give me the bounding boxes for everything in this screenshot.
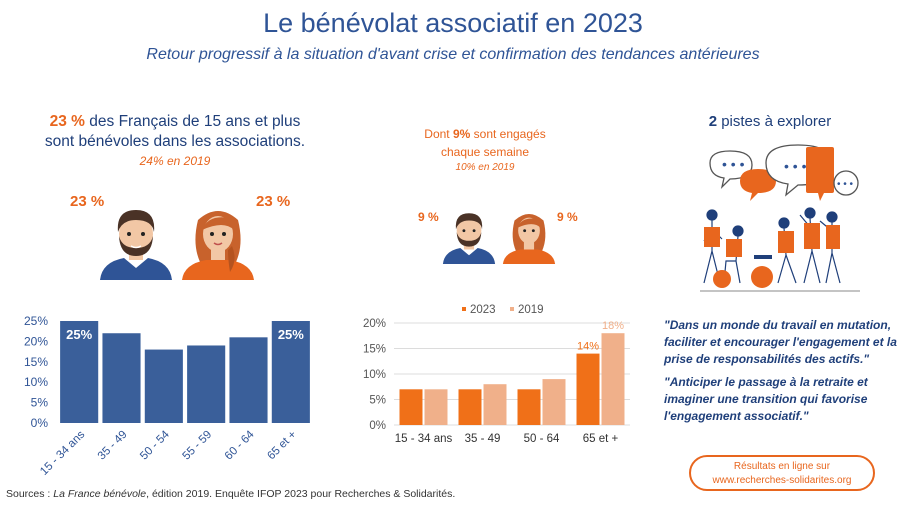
weekly-2019: 10% en 2019: [455, 162, 515, 173]
legend-swatch: [462, 307, 466, 311]
y-tick-label: 15%: [363, 344, 386, 356]
bar: [229, 337, 268, 423]
legend-label: 2019: [518, 304, 544, 316]
bar: [60, 321, 99, 423]
pistes-number: 2: [708, 113, 718, 130]
x-tick-label: 15 - 34 ans: [395, 433, 453, 445]
x-tick-label: 65 et +: [583, 433, 619, 445]
y-tick-label: 25%: [24, 314, 48, 328]
weekly-headline: Dont 9% sont engagés chaque semaine: [385, 125, 585, 161]
bar: [399, 389, 423, 425]
results-line1: Résultats en ligne sur: [733, 461, 831, 472]
speech-bubbles-illustration: • • • • • • • • •: [700, 144, 860, 292]
results-url[interactable]: www.recherches-solidarites.org: [712, 475, 852, 486]
man-small-avatar-icon: [442, 213, 496, 264]
y-tick-label: 20%: [24, 334, 48, 348]
headline-pct: 23 %: [49, 113, 85, 130]
bar: [271, 321, 310, 423]
source-publication: La France bénévole: [53, 488, 147, 500]
weekly-line1-pre: Dont: [424, 127, 453, 141]
y-tick-label: 10%: [24, 375, 48, 389]
bar-value-label: 25%: [278, 327, 304, 342]
x-tick-label: 15 - 34 ans: [38, 428, 87, 477]
x-tick-label: 50 - 64: [524, 433, 560, 445]
source-note: Sources : La France bénévole, édition 20…: [6, 488, 455, 500]
bar: [601, 333, 625, 425]
y-tick-label: 0%: [369, 420, 386, 432]
woman-small-avatar-icon: [502, 213, 556, 264]
headline-line1: des Français de 15 ans et plus: [84, 113, 301, 130]
pistes-heading: 2 pistes à explorer: [660, 113, 880, 130]
results-link[interactable]: Résultats en ligne sur www.recherches-so…: [689, 455, 875, 491]
y-tick-label: 5%: [31, 396, 49, 410]
svg-text:• • •: • • •: [784, 158, 807, 174]
woman-avatar-icon: [182, 211, 254, 280]
x-tick-label: 55 - 59: [180, 429, 214, 463]
headline-2019: 24% en 2019: [139, 154, 211, 168]
y-tick-label: 15%: [24, 355, 48, 369]
x-tick-label: 50 - 54: [138, 428, 172, 462]
svg-text:• • •: • • •: [722, 156, 745, 172]
bar: [576, 353, 600, 425]
legend-label: 2023: [470, 304, 496, 316]
quote-2: "Anticiper le passage à la retraite et i…: [664, 375, 868, 423]
legend-swatch: [510, 307, 514, 311]
page-title: Le bénévolat associatif en 2023: [263, 8, 643, 38]
weekly-line1-post: sont engagés: [470, 127, 546, 141]
men-pct-label: 23 %: [70, 193, 105, 210]
quote-1: "Dans un monde du travail en mutation, f…: [664, 318, 897, 366]
bar-value-label: 18%: [602, 320, 624, 332]
weekly-pct: 9%: [452, 127, 471, 141]
x-tick-label: 60 - 64: [223, 428, 257, 462]
chart-weekly-by-age: 2023 2019 0% 5% 10% 15% 20% 15 - 34 ans 35 - 49 5…: [363, 304, 630, 445]
men-weekly-pct-label: 9 %: [418, 210, 439, 224]
source-suffix: , édition 2019. Enquête IFOP 2023 pour R…: [146, 488, 456, 500]
bar: [542, 379, 566, 425]
bar: [517, 389, 541, 425]
source-prefix: Sources :: [6, 488, 54, 500]
volunteer-headline: 23 % des Français de 15 ans et plus sont…: [20, 112, 330, 152]
women-pct-label: 23 %: [256, 193, 291, 210]
bar-value-label: 14%: [577, 341, 599, 353]
bar: [483, 384, 507, 425]
pistes-text: pistes à explorer: [717, 113, 832, 130]
page-subtitle: Retour progressif à la situation d'avant…: [146, 46, 760, 63]
bar-value-label: 25%: [66, 327, 92, 342]
headline-line2: sont bénévoles dans les associations.: [44, 133, 306, 150]
y-tick-label: 10%: [363, 369, 386, 381]
weekly-line2: chaque semaine: [440, 145, 530, 159]
x-tick-label: 35 - 49: [465, 433, 501, 445]
x-tick-label: 65 et +: [265, 428, 299, 462]
bar: [187, 345, 226, 423]
man-avatar-icon: [100, 210, 172, 280]
bar: [102, 333, 141, 423]
y-tick-label: 5%: [369, 395, 386, 407]
y-tick-label: 0%: [31, 416, 49, 430]
chart-volunteer-by-age: 0% 5% 10% 15% 20% 25% 25% 15 - 34 ans 35 - 49 50 …: [24, 314, 310, 478]
bar: [424, 389, 448, 425]
x-tick-label: 35 - 49: [96, 429, 130, 463]
women-weekly-pct-label: 9 %: [557, 210, 578, 224]
svg-text:• • •: • • •: [837, 179, 854, 190]
bar: [144, 349, 183, 423]
y-tick-label: 20%: [363, 318, 386, 330]
bar: [458, 389, 482, 425]
